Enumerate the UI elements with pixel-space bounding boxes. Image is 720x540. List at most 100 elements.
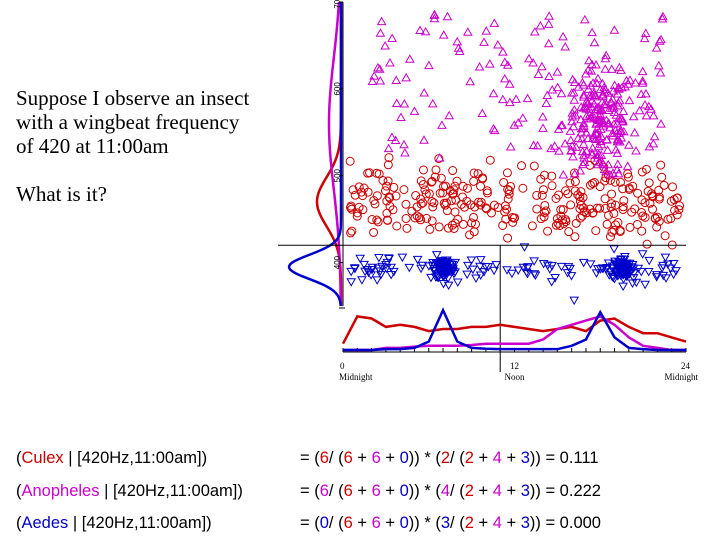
point-aedes [611, 271, 622, 280]
axes [278, 2, 686, 372]
formula-term: 2 [464, 482, 474, 500]
point-culex [558, 205, 568, 215]
point-culex [429, 198, 439, 208]
point-culex [350, 190, 360, 200]
point-anopheles [400, 148, 410, 157]
point-culex [532, 190, 542, 200]
point-culex [418, 198, 428, 208]
point-culex [527, 221, 537, 231]
point-aedes [475, 271, 486, 281]
point-culex [367, 215, 377, 225]
formula-term: )) * ( [408, 449, 441, 467]
point-anopheles [454, 46, 465, 56]
point-anopheles [404, 54, 415, 63]
point-culex [575, 192, 585, 202]
point-anopheles [592, 128, 603, 137]
point-aedes [628, 274, 639, 283]
point-anopheles [641, 88, 651, 98]
point-anopheles [637, 66, 648, 76]
formula-term: 2 [464, 449, 474, 467]
point-anopheles [505, 141, 516, 151]
point-culex [402, 223, 412, 233]
point-anopheles [581, 146, 592, 155]
species-name: Culex [21, 449, 64, 467]
point-anopheles [535, 20, 546, 30]
point-anopheles [420, 26, 431, 36]
point-culex [595, 203, 605, 213]
point-anopheles [657, 14, 668, 23]
point-culex [644, 178, 654, 188]
point-aedes [433, 264, 444, 273]
point-aedes [359, 260, 369, 270]
point-aedes [636, 268, 647, 277]
point-aedes [489, 266, 499, 276]
point-culex [573, 190, 583, 200]
point-culex [493, 202, 503, 212]
point-anopheles [387, 33, 397, 43]
point-anopheles [396, 112, 406, 121]
point-culex [529, 161, 539, 171]
point-anopheles [504, 79, 515, 88]
x-tick-sublabel: Noon [505, 372, 525, 382]
point-anopheles [566, 88, 577, 97]
point-culex [481, 203, 491, 213]
point-culex [391, 191, 401, 201]
point-culex [618, 205, 628, 215]
point-culex [563, 189, 573, 199]
point-culex [605, 232, 615, 242]
point-culex [640, 212, 650, 222]
point-aedes [355, 254, 366, 264]
point-aedes [491, 261, 502, 270]
formula-term: + [380, 482, 400, 500]
point-anopheles [608, 130, 618, 140]
point-anopheles [591, 117, 602, 127]
formula-term: = ( [300, 514, 320, 532]
point-aedes [607, 272, 618, 282]
point-aedes [507, 269, 517, 279]
point-culex [565, 178, 575, 188]
point-anopheles [387, 132, 397, 141]
point-anopheles [401, 72, 412, 82]
point-anopheles [543, 19, 554, 28]
point-aedes [660, 253, 671, 263]
formula-term: 3 [520, 514, 530, 532]
point-anopheles [653, 60, 664, 70]
point-culex [382, 181, 392, 191]
formula-left-open: ( [16, 514, 22, 532]
point-anopheles [593, 73, 603, 83]
point-culex [582, 208, 592, 218]
point-anopheles [616, 126, 627, 135]
point-culex [654, 194, 664, 204]
formula-term: 6 [343, 449, 353, 467]
point-culex [427, 176, 437, 186]
formula-term: + [352, 514, 372, 532]
point-aedes [367, 266, 377, 275]
formula-term: )) = 0.000 [529, 514, 601, 532]
point-culex [623, 172, 633, 182]
point-anopheles [631, 145, 641, 155]
point-culex [564, 227, 574, 237]
point-culex [575, 204, 585, 214]
point-aedes [643, 268, 654, 277]
formula-term: )) * ( [408, 514, 441, 532]
point-aedes [386, 271, 396, 280]
point-anopheles [580, 101, 591, 110]
point-culex [640, 198, 650, 208]
point-anopheles [570, 110, 581, 119]
formula-term: 4 [492, 482, 502, 500]
point-culex [485, 155, 495, 165]
point-culex [607, 199, 617, 209]
point-anopheles [576, 114, 586, 124]
point-aedes [438, 280, 449, 289]
point-culex [616, 177, 626, 187]
point-culex [641, 164, 651, 174]
point-anopheles [602, 145, 613, 154]
question-line-1: Suppose I observe an insect with a wingb… [16, 86, 250, 158]
point-culex [660, 231, 670, 241]
formula-term: 2 [440, 449, 451, 467]
point-aedes [661, 274, 671, 283]
point-culex [570, 177, 580, 187]
point-culex [452, 176, 462, 186]
point-anopheles [617, 114, 627, 123]
point-aedes [440, 264, 451, 274]
